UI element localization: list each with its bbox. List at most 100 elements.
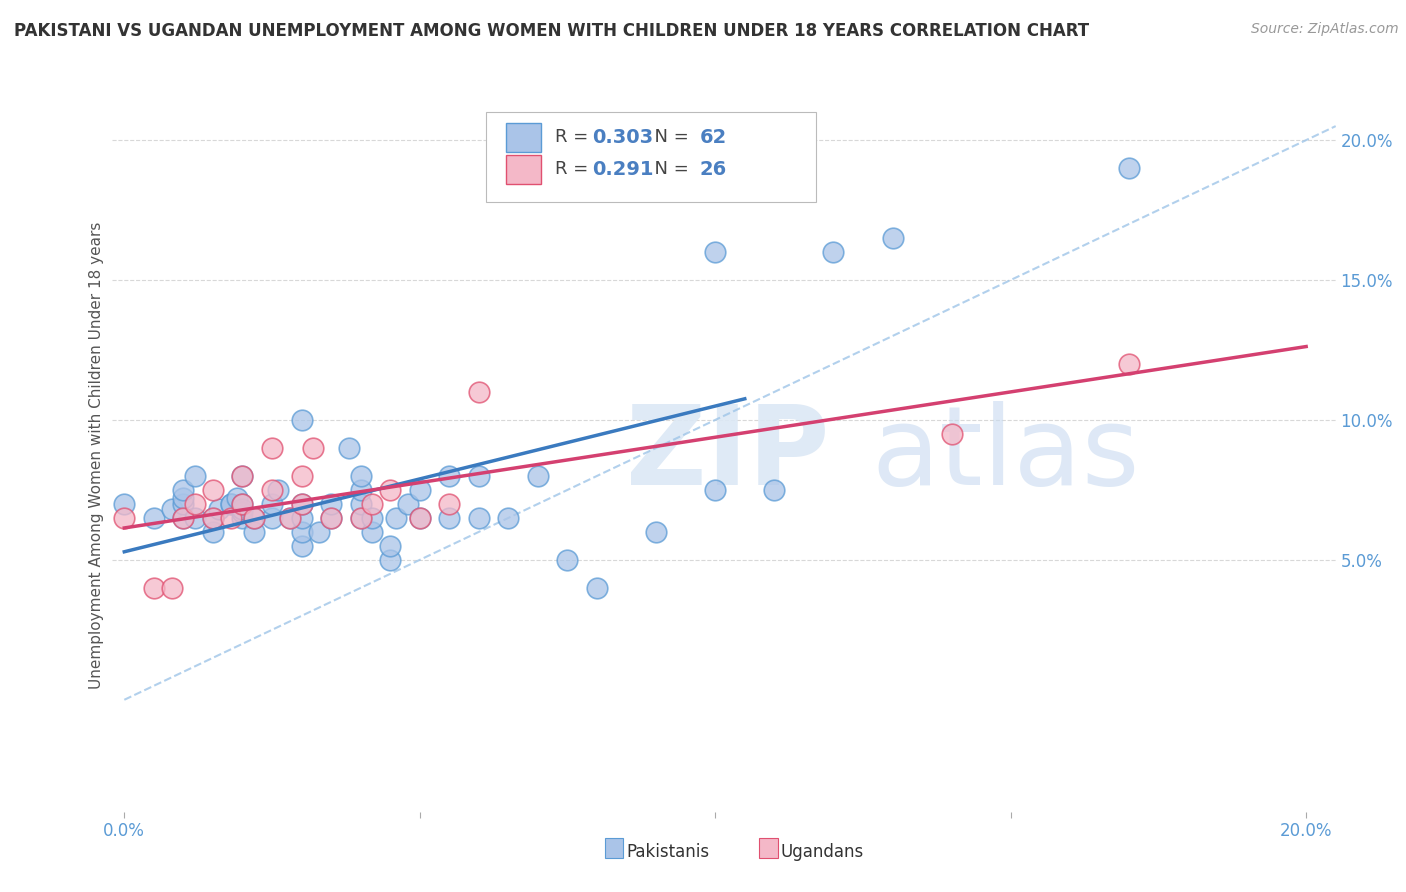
Point xyxy=(290,413,312,427)
Point xyxy=(142,511,165,525)
Point xyxy=(380,553,402,567)
Point xyxy=(380,483,402,497)
Text: N =: N = xyxy=(644,161,695,178)
Point xyxy=(350,511,373,525)
Point xyxy=(361,524,384,539)
Point xyxy=(172,491,194,506)
Point xyxy=(201,524,224,539)
Point xyxy=(321,497,343,511)
Y-axis label: Unemployment Among Women with Children Under 18 years: Unemployment Among Women with Children U… xyxy=(89,221,104,689)
Point xyxy=(184,511,207,525)
FancyBboxPatch shape xyxy=(506,123,541,152)
Point xyxy=(219,497,242,511)
Point xyxy=(468,469,491,483)
FancyBboxPatch shape xyxy=(506,155,541,184)
Point xyxy=(586,581,609,595)
Point xyxy=(112,511,135,525)
Point xyxy=(1118,161,1140,175)
Point xyxy=(219,497,242,511)
Point xyxy=(704,483,727,497)
Point xyxy=(302,441,325,455)
Point xyxy=(1118,357,1140,371)
Point xyxy=(172,511,194,525)
Point xyxy=(361,497,384,511)
Point xyxy=(172,483,194,497)
Text: 62: 62 xyxy=(700,128,727,147)
Text: Source: ZipAtlas.com: Source: ZipAtlas.com xyxy=(1251,22,1399,37)
Point xyxy=(941,426,963,441)
Point xyxy=(439,497,461,511)
Point xyxy=(290,497,312,511)
Point xyxy=(231,497,253,511)
Point xyxy=(260,441,283,455)
Text: 0.303: 0.303 xyxy=(592,128,654,147)
Point xyxy=(243,511,266,525)
Point xyxy=(350,511,373,525)
Point xyxy=(208,502,231,516)
Point xyxy=(112,497,135,511)
Point xyxy=(380,539,402,553)
Point xyxy=(160,581,183,595)
Text: R =: R = xyxy=(555,161,595,178)
Point xyxy=(439,469,461,483)
Point xyxy=(201,483,224,497)
Point xyxy=(219,511,242,525)
Point xyxy=(823,245,845,260)
Point xyxy=(468,511,491,525)
Point xyxy=(468,384,491,399)
Point xyxy=(278,511,301,525)
Point xyxy=(290,524,312,539)
Point xyxy=(160,502,183,516)
Text: 0.291: 0.291 xyxy=(592,160,654,179)
Point xyxy=(396,497,419,511)
Point xyxy=(278,511,301,525)
Point xyxy=(231,511,253,525)
Point xyxy=(231,505,253,519)
Text: 26: 26 xyxy=(700,160,727,179)
Point xyxy=(337,441,360,455)
FancyBboxPatch shape xyxy=(485,112,815,202)
Point xyxy=(225,491,247,506)
Point xyxy=(231,469,253,483)
Point xyxy=(201,511,224,525)
Text: Pakistanis: Pakistanis xyxy=(626,843,710,861)
Point xyxy=(231,502,253,516)
Point xyxy=(527,469,550,483)
Point xyxy=(267,483,290,497)
Point xyxy=(361,511,384,525)
Point xyxy=(290,539,312,553)
Point xyxy=(243,511,266,525)
Text: atlas: atlas xyxy=(870,401,1139,508)
Point xyxy=(350,469,373,483)
Text: PAKISTANI VS UGANDAN UNEMPLOYMENT AMONG WOMEN WITH CHILDREN UNDER 18 YEARS CORRE: PAKISTANI VS UGANDAN UNEMPLOYMENT AMONG … xyxy=(14,22,1090,40)
Point xyxy=(260,511,283,525)
Point xyxy=(172,497,194,511)
Point xyxy=(321,511,343,525)
Point xyxy=(645,524,668,539)
Point xyxy=(704,245,727,260)
Point xyxy=(243,524,266,539)
Text: N =: N = xyxy=(644,128,695,146)
Text: Ugandans: Ugandans xyxy=(780,843,865,861)
Point xyxy=(409,483,432,497)
Text: ZIP: ZIP xyxy=(626,401,830,508)
Point xyxy=(439,511,461,525)
Point xyxy=(308,524,330,539)
Point xyxy=(385,511,408,525)
Text: R =: R = xyxy=(555,128,595,146)
Point xyxy=(184,497,207,511)
Point xyxy=(260,497,283,511)
Point xyxy=(184,469,207,483)
Point xyxy=(321,511,343,525)
Point xyxy=(231,497,253,511)
Point xyxy=(409,511,432,525)
Point xyxy=(172,511,194,525)
Point xyxy=(201,511,224,525)
Point xyxy=(350,497,373,511)
Point xyxy=(350,483,373,497)
Point xyxy=(260,483,283,497)
Point xyxy=(290,511,312,525)
Point xyxy=(557,553,579,567)
Point xyxy=(290,497,312,511)
Point xyxy=(290,469,312,483)
